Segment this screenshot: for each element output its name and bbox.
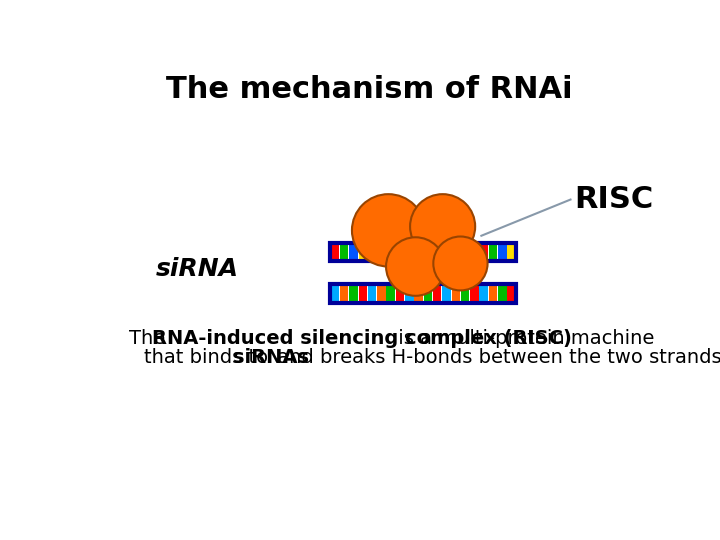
Bar	[470, 244, 479, 260]
Circle shape	[433, 237, 487, 291]
Text: The: The	[129, 329, 171, 348]
Bar	[359, 244, 367, 260]
Bar	[405, 244, 413, 260]
Bar	[368, 285, 377, 302]
Bar	[480, 285, 488, 302]
Bar	[461, 244, 469, 260]
Bar	[451, 244, 460, 260]
Circle shape	[386, 237, 445, 296]
Bar	[489, 285, 498, 302]
Bar	[405, 285, 413, 302]
Bar	[498, 285, 507, 302]
Bar	[470, 285, 479, 302]
Text: siRNAs: siRNAs	[233, 348, 310, 367]
Bar	[451, 285, 460, 302]
Text: that binds to: that binds to	[144, 348, 274, 367]
Bar	[461, 285, 469, 302]
Bar	[480, 244, 488, 260]
Bar	[349, 285, 358, 302]
Bar	[330, 242, 516, 261]
Bar	[377, 285, 386, 302]
Bar	[396, 244, 404, 260]
Bar	[340, 285, 348, 302]
Bar	[433, 285, 441, 302]
Bar	[330, 244, 339, 260]
Bar	[377, 244, 386, 260]
Bar	[368, 244, 377, 260]
Bar	[508, 244, 516, 260]
Text: RNA-induced silencing complex (RISC): RNA-induced silencing complex (RISC)	[152, 329, 572, 348]
Bar	[387, 285, 395, 302]
Bar	[330, 285, 339, 302]
Bar	[423, 285, 432, 302]
Bar	[349, 244, 358, 260]
Bar	[414, 285, 423, 302]
Bar	[414, 244, 423, 260]
Text: RISC: RISC	[575, 185, 654, 214]
Bar	[396, 285, 404, 302]
Text: The mechanism of RNAi: The mechanism of RNAi	[166, 75, 572, 104]
Circle shape	[410, 194, 475, 259]
Text: and breaks H-bonds between the two strands.: and breaks H-bonds between the two stran…	[271, 348, 720, 367]
Bar	[359, 285, 367, 302]
Text: is a multi-protein machine: is a multi-protein machine	[392, 329, 654, 348]
Bar	[508, 285, 516, 302]
Text: siRNA: siRNA	[156, 257, 239, 281]
Bar	[433, 244, 441, 260]
Bar	[423, 244, 432, 260]
Bar	[498, 244, 507, 260]
Bar	[489, 244, 498, 260]
Bar	[340, 244, 348, 260]
Bar	[442, 244, 451, 260]
Bar	[387, 244, 395, 260]
Circle shape	[352, 194, 425, 267]
Bar	[442, 285, 451, 302]
Bar	[330, 284, 516, 303]
